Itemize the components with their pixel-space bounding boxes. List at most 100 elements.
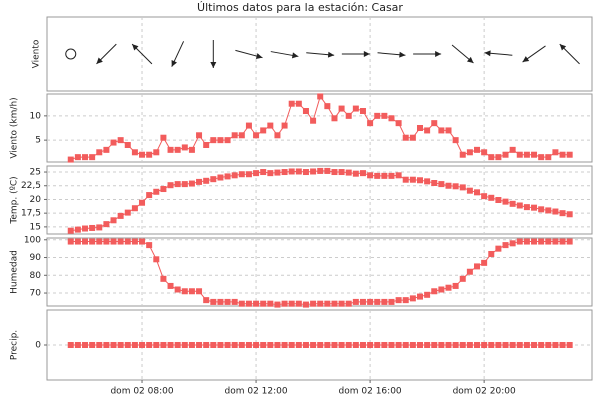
- data-point: [153, 256, 160, 263]
- data-point: [74, 154, 81, 161]
- data-point: [146, 242, 153, 249]
- data-point: [274, 342, 281, 348]
- data-point: [381, 342, 388, 348]
- y-axis-label: Viento (km/h): [10, 97, 20, 158]
- data-point: [438, 286, 445, 293]
- data-point: [317, 93, 324, 100]
- data-point: [481, 259, 488, 266]
- data-point: [416, 342, 423, 348]
- data-point: [388, 172, 395, 179]
- data-point: [281, 169, 288, 176]
- data-point: [552, 149, 559, 156]
- data-point: [188, 342, 195, 348]
- data-point: [281, 300, 288, 307]
- data-point: [196, 132, 203, 139]
- data-point: [89, 154, 96, 161]
- data-point: [82, 154, 89, 161]
- data-point: [196, 178, 203, 185]
- data-point: [103, 342, 110, 348]
- data-point: [345, 169, 352, 176]
- data-point: [531, 204, 538, 211]
- data-point: [274, 301, 281, 308]
- data-point: [253, 170, 260, 177]
- data-point: [174, 146, 181, 153]
- data-point: [131, 238, 138, 245]
- data-point: [495, 245, 502, 252]
- data-point: [481, 342, 488, 348]
- data-point: [160, 186, 167, 193]
- data-point: [409, 134, 416, 141]
- data-point: [338, 342, 345, 348]
- data-point: [295, 168, 302, 175]
- data-point: [203, 177, 210, 184]
- data-point: [388, 298, 395, 305]
- data-point: [459, 342, 466, 348]
- data-point: [338, 300, 345, 307]
- data-point: [217, 174, 224, 181]
- data-point: [374, 342, 381, 348]
- data-point: [89, 342, 96, 348]
- data-point: [359, 108, 366, 114]
- data-point: [210, 298, 217, 305]
- data-point: [324, 167, 331, 174]
- data-point: [338, 105, 345, 112]
- arrow-head: [210, 62, 217, 68]
- data-point: [345, 342, 352, 348]
- data-point: [395, 342, 402, 348]
- data-point: [545, 238, 552, 245]
- data-point: [395, 297, 402, 304]
- data-point: [488, 154, 495, 161]
- data-point: [488, 250, 495, 257]
- data-point: [452, 342, 459, 348]
- data-point: [82, 225, 89, 232]
- data-point: [474, 189, 481, 196]
- data-point: [523, 342, 530, 348]
- data-point: [302, 301, 309, 308]
- data-point: [295, 300, 302, 307]
- data-point: [545, 154, 552, 161]
- data-point: [317, 167, 324, 174]
- panel-background: [46, 237, 593, 307]
- data-point: [167, 146, 174, 153]
- data-point: [288, 100, 295, 107]
- arrow-head: [484, 50, 491, 57]
- data-point: [224, 137, 231, 144]
- data-point: [409, 176, 416, 183]
- data-point: [452, 137, 459, 144]
- y-tick-label: 22,5: [21, 181, 41, 191]
- data-point: [452, 183, 459, 190]
- data-point: [124, 142, 131, 148]
- data-point: [302, 108, 309, 114]
- data-point: [395, 120, 402, 127]
- wind-arrow: [306, 51, 335, 58]
- data-point: [131, 205, 138, 212]
- data-point: [196, 288, 203, 295]
- data-point: [559, 238, 566, 245]
- data-point: [188, 180, 195, 187]
- data-point: [359, 298, 366, 305]
- data-point: [374, 172, 381, 179]
- data-point: [481, 149, 488, 156]
- data-point: [409, 342, 416, 348]
- data-point: [153, 188, 160, 195]
- y-tick-label: 20: [30, 195, 42, 205]
- data-point: [110, 342, 117, 348]
- data-point: [124, 342, 131, 348]
- data-point: [516, 151, 523, 158]
- data-point: [167, 342, 174, 348]
- data-point: [367, 342, 374, 348]
- arrow-head: [255, 53, 263, 59]
- data-point: [523, 151, 530, 158]
- data-point: [146, 192, 153, 199]
- data-point: [367, 120, 374, 127]
- data-point: [495, 342, 502, 348]
- data-point: [359, 342, 366, 348]
- data-point: [210, 137, 217, 144]
- data-point: [331, 300, 338, 307]
- data-point: [174, 286, 181, 293]
- data-point: [203, 142, 210, 148]
- data-point: [260, 169, 267, 176]
- arrow-head: [291, 52, 299, 59]
- data-point: [110, 217, 117, 224]
